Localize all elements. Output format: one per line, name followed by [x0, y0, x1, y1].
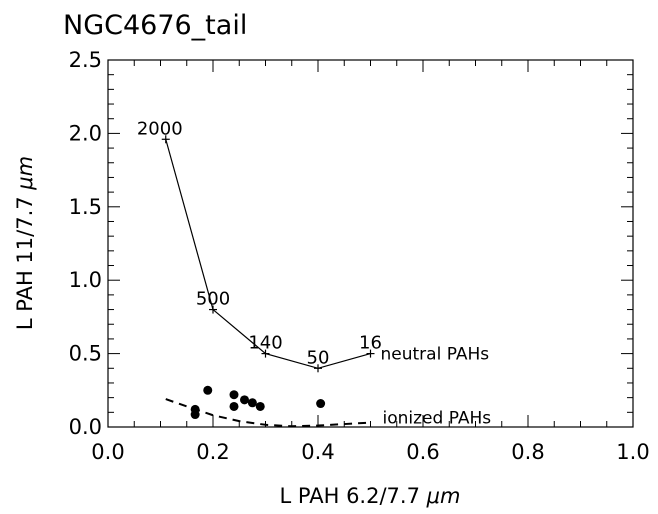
- x-tick-label: 1.0: [616, 440, 649, 464]
- data-point: [255, 401, 265, 411]
- data-point: [229, 401, 239, 411]
- data-point: [247, 398, 257, 408]
- point-label: 500: [196, 289, 230, 310]
- axis-ticks: [107, 59, 634, 428]
- data-point: [229, 390, 239, 400]
- y-tick-label: 1.5: [69, 195, 102, 219]
- data-point: [316, 399, 326, 409]
- data-point: [240, 395, 249, 405]
- chart-title: NGC4676_tail: [63, 10, 247, 41]
- x-tick-label: 0.4: [301, 440, 334, 464]
- x-tick-label: 0.8: [511, 440, 544, 464]
- neutral-pah-series-label: neutral PAHs: [381, 345, 490, 365]
- y-tick-label: 2.0: [69, 121, 102, 145]
- x-axis-label: L PAH 6.2/7.7 μm: [280, 484, 461, 508]
- y-axis-label: L PAH 11/7.7 μm: [13, 156, 37, 330]
- x-tick-label: 0.6: [406, 440, 439, 464]
- y-tick-label: 0.0: [69, 415, 102, 439]
- plot-border: [107, 59, 634, 428]
- x-tick-label: 0.2: [196, 440, 229, 464]
- y-tick-label: 1.0: [69, 268, 102, 292]
- data-point: [203, 385, 213, 395]
- y-tick-label: 0.5: [69, 342, 102, 366]
- point-label: 50: [307, 347, 330, 368]
- data-point: [190, 410, 200, 420]
- y-tick-label: 2.5: [69, 48, 102, 72]
- point-label: 2000: [137, 118, 183, 139]
- point-label: 140: [248, 333, 282, 354]
- x-tick-label: 0.0: [91, 440, 124, 464]
- plot-frame: [107, 59, 634, 428]
- point-label: 16: [359, 333, 382, 354]
- ionized-pah-series-label: ionized PAHs: [383, 409, 492, 429]
- axis-tick-labels: 0.0 0.2 0.4 0.6 0.8 1.0 0.0 0.5 1.0 1.5 2.0 2.5: [69, 48, 650, 464]
